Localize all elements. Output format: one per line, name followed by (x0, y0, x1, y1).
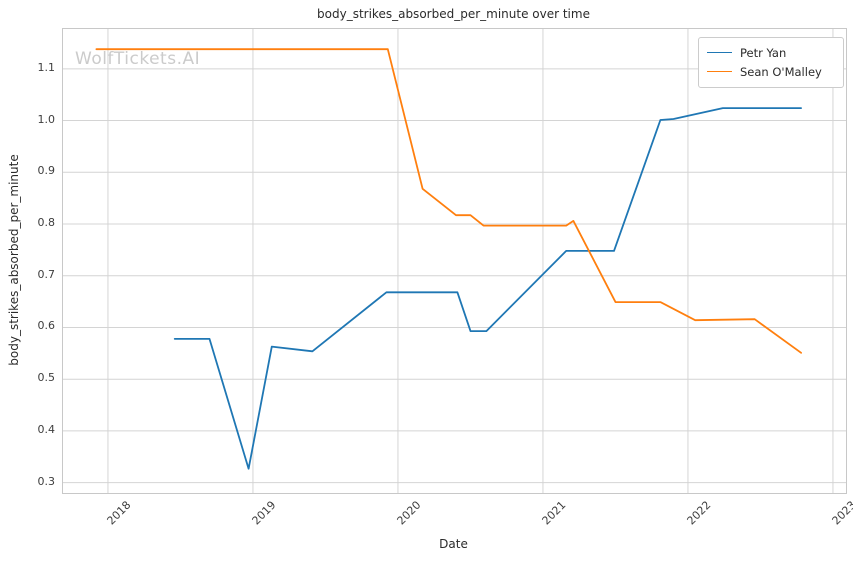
y-tick-label: 0.5 (37, 371, 56, 385)
x-tick-label: 2023 (829, 498, 853, 528)
y-axis-label: body_strikes_absorbed_per_minute (7, 154, 21, 366)
plot-area (62, 28, 847, 494)
y-tick-label: 0.7 (37, 267, 56, 281)
legend-entry: Sean O'Malley (707, 62, 835, 81)
x-tick-label: 2020 (394, 498, 424, 528)
x-axis-label: Date (439, 537, 468, 551)
legend-label: Petr Yan (740, 45, 787, 60)
y-tick-label: 0.9 (37, 164, 56, 178)
legend: Petr Yan Sean O'Malley (698, 37, 844, 88)
legend-entry: Petr Yan (707, 43, 835, 62)
legend-line-sample (707, 71, 732, 72)
legend-label: Sean O'Malley (740, 64, 822, 79)
watermark: WolfTickets.AI (75, 49, 201, 69)
x-tick-label: 2018 (104, 498, 134, 528)
x-tick-label: 2022 (684, 498, 714, 528)
gridlines (63, 29, 846, 493)
y-tick-label: 1.0 (37, 112, 56, 126)
y-tick-label: 0.6 (37, 319, 56, 333)
chart-canvas (63, 29, 846, 493)
y-tick-label: 1.1 (37, 60, 56, 74)
y-tick-label: 0.4 (37, 422, 56, 436)
legend-line-sample (707, 52, 732, 53)
x-tick-label: 2019 (249, 498, 279, 528)
series-line-petr-yan (173, 107, 802, 470)
x-tick-label: 2021 (539, 498, 569, 528)
chart-title: body_strikes_absorbed_per_minute over ti… (317, 7, 590, 21)
y-tick-label: 0.8 (37, 216, 56, 229)
y-tick-label: 0.3 (37, 474, 56, 488)
series-line-sean-o-malley (95, 48, 802, 354)
